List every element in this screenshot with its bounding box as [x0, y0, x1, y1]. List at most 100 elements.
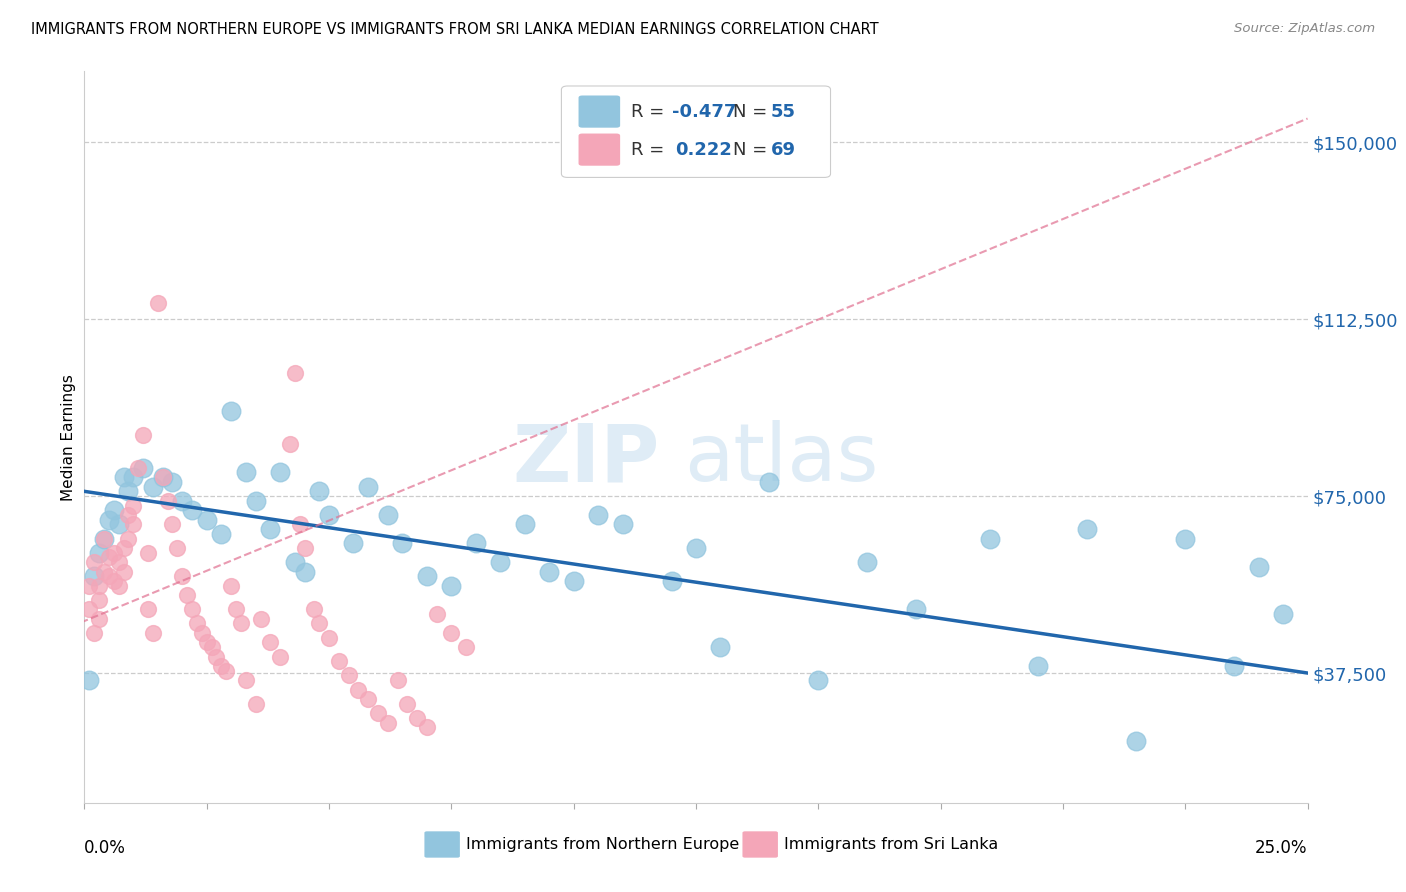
Immigrants from Northern Europe: [391, 536, 413, 550]
Immigrants from Sri Lanka: [387, 673, 409, 687]
Immigrants from Sri Lanka: [245, 697, 267, 711]
Immigrants from Northern Europe: [709, 640, 731, 654]
Immigrants from Northern Europe: [612, 517, 634, 532]
Immigrants from Sri Lanka: [318, 631, 340, 645]
FancyBboxPatch shape: [425, 831, 460, 858]
Immigrants from Northern Europe: [357, 480, 380, 494]
Y-axis label: Median Earnings: Median Earnings: [60, 374, 76, 500]
Immigrants from Northern Europe: [586, 508, 609, 522]
Immigrants from Northern Europe: [440, 579, 463, 593]
Immigrants from Sri Lanka: [136, 602, 159, 616]
Immigrants from Northern Europe: [93, 532, 115, 546]
Immigrants from Sri Lanka: [347, 682, 370, 697]
Immigrants from Northern Europe: [219, 404, 242, 418]
Text: 25.0%: 25.0%: [1256, 839, 1308, 857]
Immigrants from Northern Europe: [979, 532, 1001, 546]
Immigrants from Sri Lanka: [181, 602, 204, 616]
Immigrants from Sri Lanka: [337, 668, 360, 682]
Immigrants from Sri Lanka: [77, 579, 100, 593]
Text: ZIP: ZIP: [512, 420, 659, 498]
Immigrants from Northern Europe: [181, 503, 204, 517]
Immigrants from Northern Europe: [685, 541, 707, 555]
Immigrants from Northern Europe: [245, 493, 267, 508]
Immigrants from Sri Lanka: [122, 517, 145, 532]
Text: IMMIGRANTS FROM NORTHERN EUROPE VS IMMIGRANTS FROM SRI LANKA MEDIAN EARNINGS COR: IMMIGRANTS FROM NORTHERN EUROPE VS IMMIG…: [31, 22, 879, 37]
Immigrants from Sri Lanka: [156, 493, 179, 508]
Immigrants from Northern Europe: [1125, 734, 1147, 748]
Immigrants from Sri Lanka: [103, 574, 125, 588]
Immigrants from Sri Lanka: [166, 541, 188, 555]
Text: Source: ZipAtlas.com: Source: ZipAtlas.com: [1234, 22, 1375, 36]
Immigrants from Sri Lanka: [288, 517, 311, 532]
Immigrants from Sri Lanka: [454, 640, 477, 654]
Immigrants from Sri Lanka: [87, 612, 110, 626]
Text: N =: N =: [733, 103, 773, 120]
Immigrants from Northern Europe: [259, 522, 281, 536]
Immigrants from Sri Lanka: [195, 635, 218, 649]
Text: Immigrants from Northern Europe: Immigrants from Northern Europe: [465, 837, 740, 852]
Immigrants from Sri Lanka: [294, 541, 316, 555]
Text: 69: 69: [770, 141, 796, 159]
Immigrants from Sri Lanka: [122, 499, 145, 513]
Immigrants from Sri Lanka: [117, 508, 139, 522]
Text: R =: R =: [631, 141, 671, 159]
Immigrants from Sri Lanka: [235, 673, 257, 687]
Immigrants from Sri Lanka: [426, 607, 449, 621]
Immigrants from Sri Lanka: [229, 616, 252, 631]
Immigrants from Northern Europe: [905, 602, 928, 616]
Text: 0.0%: 0.0%: [84, 839, 127, 857]
Immigrants from Northern Europe: [513, 517, 536, 532]
Immigrants from Sri Lanka: [219, 579, 242, 593]
Immigrants from Sri Lanka: [278, 437, 301, 451]
Immigrants from Northern Europe: [661, 574, 683, 588]
Immigrants from Northern Europe: [142, 480, 165, 494]
Text: Immigrants from Sri Lanka: Immigrants from Sri Lanka: [785, 837, 998, 852]
Immigrants from Sri Lanka: [186, 616, 208, 631]
Immigrants from Sri Lanka: [112, 565, 135, 579]
Immigrants from Northern Europe: [235, 466, 257, 480]
Immigrants from Sri Lanka: [103, 546, 125, 560]
Immigrants from Northern Europe: [294, 565, 316, 579]
Immigrants from Northern Europe: [87, 546, 110, 560]
Immigrants from Northern Europe: [284, 555, 307, 569]
Immigrants from Sri Lanka: [93, 532, 115, 546]
Immigrants from Sri Lanka: [328, 654, 350, 668]
Immigrants from Northern Europe: [269, 466, 291, 480]
Immigrants from Northern Europe: [112, 470, 135, 484]
Immigrants from Sri Lanka: [132, 427, 155, 442]
Immigrants from Northern Europe: [342, 536, 364, 550]
Immigrants from Sri Lanka: [97, 550, 120, 565]
Immigrants from Sri Lanka: [77, 602, 100, 616]
Immigrants from Sri Lanka: [308, 616, 330, 631]
Immigrants from Sri Lanka: [284, 367, 307, 381]
Immigrants from Northern Europe: [152, 470, 174, 484]
Immigrants from Sri Lanka: [191, 626, 214, 640]
Immigrants from Sri Lanka: [304, 602, 326, 616]
Immigrants from Sri Lanka: [162, 517, 184, 532]
Immigrants from Northern Europe: [1028, 659, 1050, 673]
Immigrants from Sri Lanka: [87, 579, 110, 593]
Immigrants from Sri Lanka: [142, 626, 165, 640]
Text: R =: R =: [631, 103, 671, 120]
Immigrants from Sri Lanka: [152, 470, 174, 484]
Immigrants from Northern Europe: [807, 673, 830, 687]
Immigrants from Sri Lanka: [440, 626, 463, 640]
Immigrants from Sri Lanka: [357, 692, 380, 706]
Immigrants from Sri Lanka: [83, 626, 105, 640]
Immigrants from Northern Europe: [172, 493, 194, 508]
Immigrants from Northern Europe: [1223, 659, 1246, 673]
Immigrants from Northern Europe: [1272, 607, 1295, 621]
Immigrants from Sri Lanka: [269, 649, 291, 664]
Immigrants from Northern Europe: [162, 475, 184, 489]
FancyBboxPatch shape: [742, 831, 778, 858]
Immigrants from Northern Europe: [132, 460, 155, 475]
Immigrants from Sri Lanka: [107, 555, 129, 569]
Immigrants from Northern Europe: [103, 503, 125, 517]
Immigrants from Sri Lanka: [367, 706, 389, 720]
Immigrants from Northern Europe: [318, 508, 340, 522]
Immigrants from Sri Lanka: [396, 697, 419, 711]
Immigrants from Sri Lanka: [416, 720, 439, 734]
Immigrants from Sri Lanka: [249, 612, 271, 626]
FancyBboxPatch shape: [578, 95, 620, 128]
Immigrants from Sri Lanka: [127, 460, 149, 475]
